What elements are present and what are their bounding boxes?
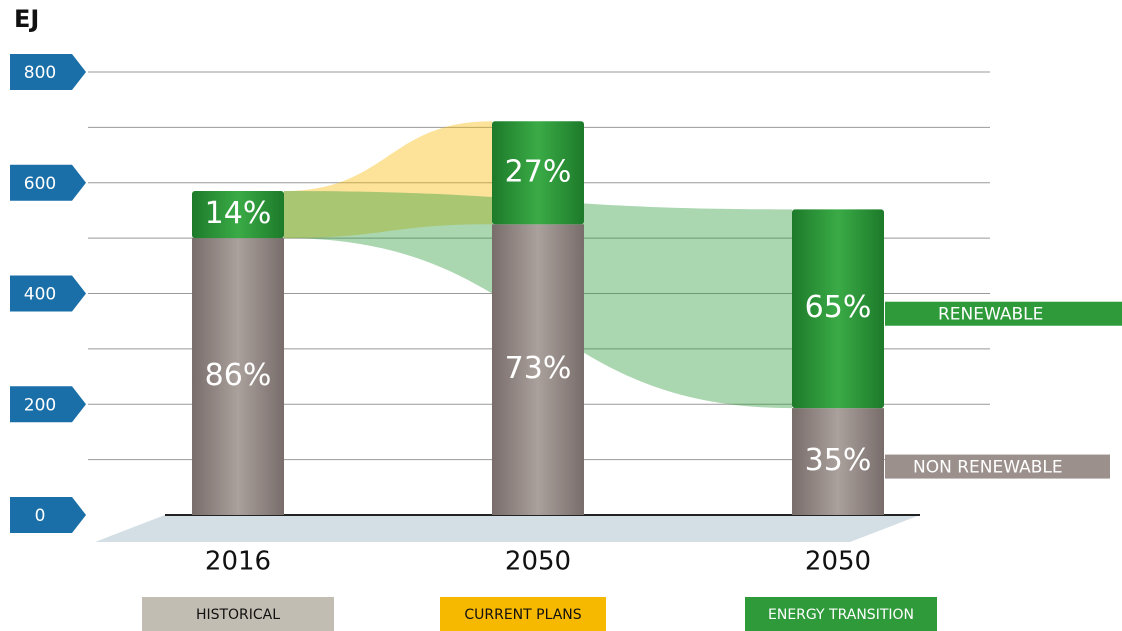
legend-label: RENEWABLE: [938, 305, 1043, 325]
y-tick-label: 0: [35, 506, 46, 526]
share-label: 27%: [505, 154, 572, 189]
scenario-label: CURRENT PLANS: [464, 607, 581, 623]
share-label: 86%: [205, 358, 272, 393]
x-tick-label: 2016: [205, 547, 271, 577]
scenario-label: HISTORICAL: [196, 607, 280, 623]
x-tick-label: 2050: [505, 547, 571, 577]
y-tick-badge: [10, 497, 86, 533]
y-axis-label: EJ: [14, 5, 39, 33]
floor: [95, 515, 920, 542]
scenario-label: ENERGY TRANSITION: [768, 607, 914, 623]
y-tick-label: 400: [24, 285, 56, 305]
share-label: 73%: [505, 351, 572, 386]
y-tick-label: 600: [24, 174, 56, 194]
y-tick-label: 200: [24, 395, 56, 415]
share-label: 14%: [205, 196, 272, 231]
share-label: 65%: [805, 290, 872, 325]
y-tick-label: 800: [24, 63, 56, 83]
legend-label: NON RENEWABLE: [913, 458, 1063, 478]
chart: EJ 0 200 400 600 800 86% 73% 35% 14% 27% 65% 2016 2…: [0, 0, 1122, 631]
x-tick-label: 2050: [805, 547, 871, 577]
share-label: 35%: [805, 443, 872, 478]
